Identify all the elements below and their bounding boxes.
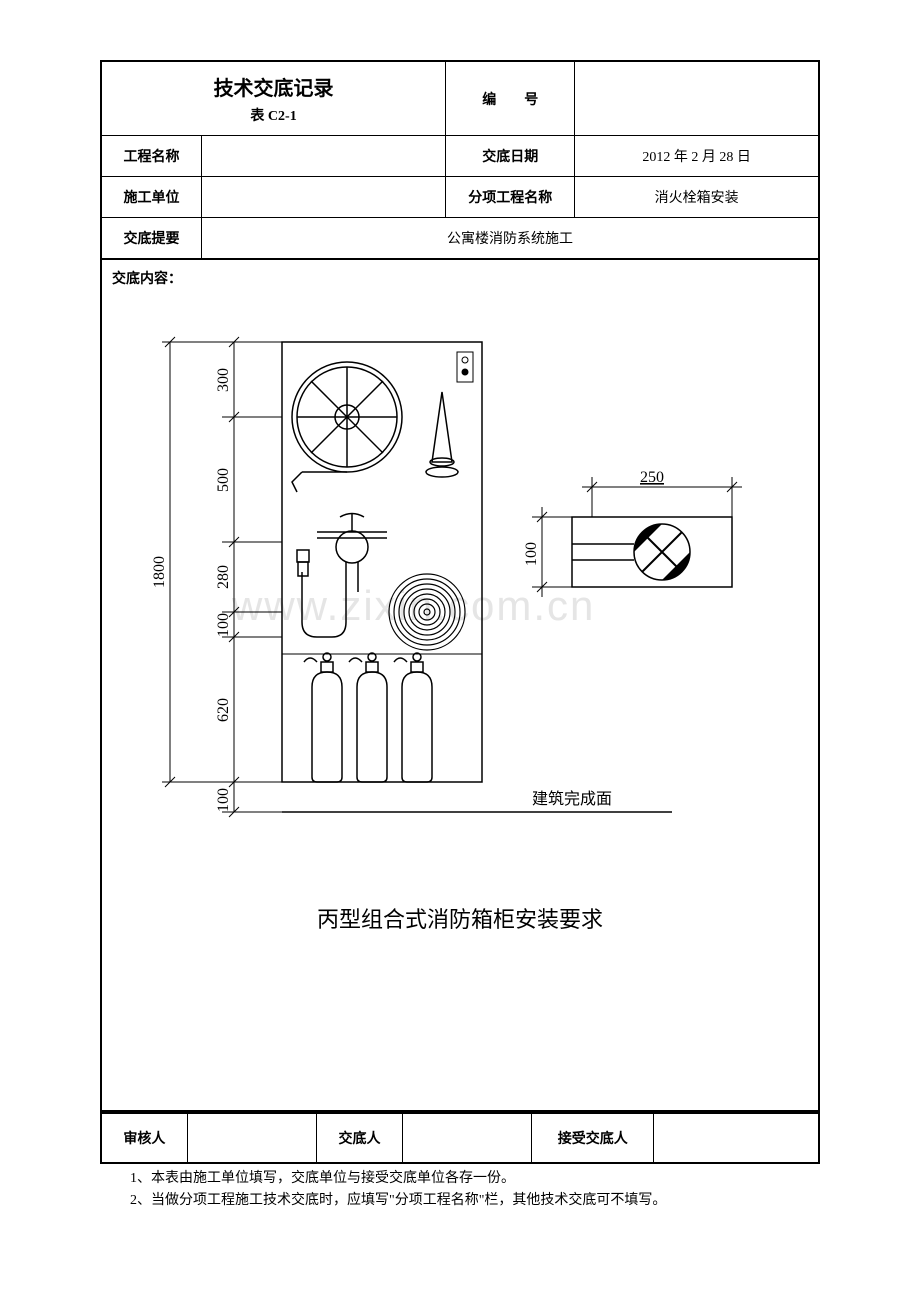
- diagram-svg: 1800: [122, 322, 792, 842]
- reviewer-label: 审核人: [101, 1113, 187, 1163]
- title-main: 技术交底记录: [112, 72, 435, 101]
- project-label: 工程名称: [101, 136, 202, 177]
- note-1: 1、本表由施工单位填写，交底单位与接受交底单位各存一份。: [130, 1168, 820, 1190]
- dim-seg1: 300: [215, 368, 232, 392]
- note-2: 2、当做分项工程施工技术交底时，应填写"分项工程名称"栏，其他技术交底可不填写。: [130, 1190, 820, 1212]
- summary-label: 交底提要: [101, 218, 202, 260]
- dim-seg2: 500: [215, 468, 232, 492]
- project-value: [202, 136, 446, 177]
- dim-side-w: 250: [640, 469, 664, 486]
- subproject-value: 消火栓箱安装: [575, 177, 819, 218]
- content-label: 交底内容：: [100, 260, 820, 292]
- reviewer-value: [187, 1113, 316, 1163]
- ground-label: 建筑完成面: [532, 790, 612, 808]
- title-sub: 表 C2-1: [112, 105, 435, 125]
- presenter-label: 交底人: [316, 1113, 402, 1163]
- date-label: 交底日期: [446, 136, 575, 177]
- date-value: 2012 年 2 月 28 日: [575, 136, 819, 177]
- presenter-value: [403, 1113, 532, 1163]
- diagram-wrapper: 1800: [122, 322, 798, 842]
- unit-label: 施工单位: [101, 177, 202, 218]
- dim-total: 1800: [151, 556, 168, 588]
- subproject-label: 分项工程名称: [446, 177, 575, 218]
- dim-seg4: 100: [215, 613, 232, 637]
- summary-value: 公寓楼消防系统施工: [202, 218, 819, 260]
- diagram-caption: 丙型组合式消防箱柜安装要求: [122, 902, 798, 934]
- ref-label: 编 号: [446, 61, 575, 136]
- dim-seg5: 620: [215, 698, 232, 722]
- dim-seg3: 280: [215, 565, 232, 589]
- notes-section: 1、本表由施工单位填写，交底单位与接受交底单位各存一份。 2、当做分项工程施工技…: [100, 1168, 820, 1213]
- unit-value: [202, 177, 446, 218]
- dim-bottom: 100: [215, 788, 232, 812]
- footer-table: 审核人 交底人 接受交底人: [100, 1112, 820, 1164]
- content-area: www.zixin.com.cn 1800: [100, 292, 820, 1112]
- dim-side-h: 100: [523, 542, 540, 566]
- header-table: 技术交底记录 表 C2-1 编 号 工程名称 交底日期 2012 年 2 月 2…: [100, 60, 820, 260]
- ref-value: [575, 61, 819, 136]
- receiver-label: 接受交底人: [532, 1113, 654, 1163]
- receiver-value: [654, 1113, 819, 1163]
